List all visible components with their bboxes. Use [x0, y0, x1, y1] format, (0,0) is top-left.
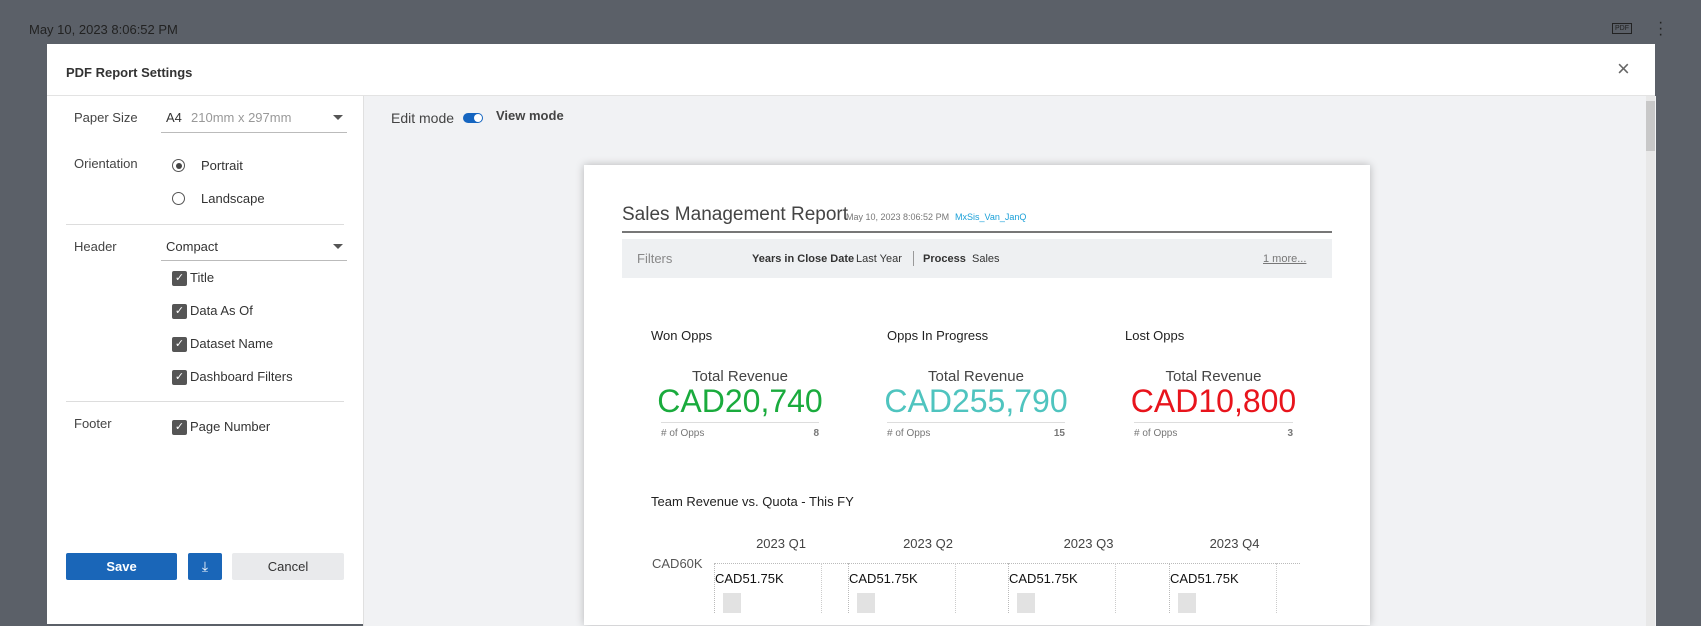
setting-label: Paper Size — [74, 110, 138, 125]
setting-label: Footer — [74, 416, 112, 431]
kpi-title: Lost Opps — [1125, 328, 1185, 343]
checkbox-label: Data As Of — [190, 303, 253, 318]
checkbox-label: Dashboard Filters — [190, 369, 293, 384]
cancel-button[interactable]: Cancel — [232, 553, 344, 580]
kpi-title: Won Opps — [651, 328, 713, 343]
filters-label: Filters — [637, 251, 673, 266]
kpi-count-label: # of Opps — [887, 428, 931, 439]
select-value[interactable]: A4 — [166, 110, 182, 125]
download-button[interactable]: ⤓ — [188, 553, 222, 580]
divider — [66, 401, 344, 402]
kpi-count-label: # of Opps — [661, 428, 705, 439]
select-underline — [161, 260, 347, 261]
kpi-count: 15 — [1053, 428, 1065, 439]
kpi-rule — [661, 422, 819, 423]
kpi-count-label: # of Opps — [1134, 428, 1178, 439]
checkbox[interactable]: ✓ — [172, 420, 187, 435]
chart-title: Team Revenue vs. Quota - This FY — [651, 494, 854, 509]
menu-icon[interactable]: · · · — [1658, 14, 1664, 43]
bar-label: CAD51.75K — [715, 571, 784, 586]
kpi-count: 3 — [1287, 428, 1293, 439]
kpi-title: Opps In Progress — [887, 328, 989, 343]
checkbox-label: Page Number — [190, 419, 271, 434]
select-underline — [161, 132, 347, 133]
column-line — [1115, 563, 1116, 613]
kpi-rule — [1134, 422, 1293, 423]
save-button[interactable]: Save — [66, 553, 177, 580]
report-dataset: MxSis_Van_JanQ — [955, 212, 1027, 222]
axis-label: CAD60K — [652, 556, 703, 571]
column-line — [714, 563, 715, 613]
column-line — [1276, 563, 1277, 613]
divider — [66, 224, 344, 225]
bar-label: CAD51.75K — [849, 571, 918, 586]
more-filters-link[interactable]: 1 more... — [1263, 253, 1307, 265]
kpi-value: CAD20,740 — [657, 383, 823, 419]
quarter-label: 2023 Q3 — [1063, 536, 1114, 551]
column-line — [955, 563, 956, 613]
filter-name: Process — [923, 253, 966, 265]
checkbox[interactable]: ✓ — [172, 304, 187, 319]
filter-value: Sales — [972, 253, 1000, 265]
kpi-rule — [887, 422, 1065, 423]
kpi-metric: Total Revenue — [928, 368, 1024, 385]
radio-label: Portrait — [201, 158, 243, 173]
bar — [723, 593, 741, 613]
screen: May 10, 2023 8:06:52 PM PDF · · · PDF Repo… — [29, 14, 1664, 626]
close-button[interactable]: × — [1617, 56, 1630, 81]
filter-bar — [622, 239, 1332, 278]
checkbox[interactable]: ✓ — [172, 337, 187, 352]
filter-separator — [913, 251, 914, 266]
divider — [47, 95, 1655, 96]
radio-label: Landscape — [201, 191, 265, 206]
kpi-metric: Total Revenue — [692, 368, 788, 385]
report-title: Sales Management Report — [622, 204, 849, 225]
radio[interactable] — [172, 192, 185, 205]
checkbox-label: Dataset Name — [190, 336, 274, 351]
edit-mode-label: Edit mode — [391, 110, 455, 126]
kpi-value: CAD255,790 — [884, 383, 1068, 419]
select-caret[interactable] — [333, 244, 343, 254]
mode-toggle[interactable] — [463, 113, 483, 123]
kpi-value: CAD10,800 — [1130, 383, 1297, 419]
timestamp: May 10, 2023 8:06:52 PM — [29, 22, 178, 37]
column-line — [821, 563, 822, 613]
quarter-label: 2023 Q4 — [1209, 536, 1260, 551]
quarter-label: 2023 Q2 — [903, 536, 953, 551]
setting-label: Header — [74, 239, 117, 254]
column-line — [1169, 563, 1170, 613]
select-value[interactable]: Compact — [166, 239, 219, 254]
grid-line — [714, 563, 1300, 564]
bar-label: CAD51.75K — [1170, 571, 1239, 586]
select-caret[interactable] — [333, 115, 343, 125]
scrollbar[interactable] — [1646, 96, 1655, 626]
radio[interactable] — [172, 159, 185, 172]
kpi-metric: Total Revenue — [1165, 368, 1262, 385]
filter-value: Last Year — [856, 253, 902, 265]
select-detail: 210mm x 297mm — [191, 110, 292, 125]
pdf-icon[interactable]: PDF — [1612, 23, 1632, 34]
bar — [1178, 593, 1196, 613]
view-mode-label: View mode — [496, 108, 564, 123]
quarter-label: 2023 Q1 — [756, 536, 806, 551]
column-line — [848, 563, 849, 613]
bar-label: CAD51.75K — [1009, 571, 1078, 586]
report-date: May 10, 2023 8:06:52 PM — [846, 212, 950, 222]
dialog-title: PDF Report Settings — [66, 65, 193, 80]
checkbox-label: Title — [190, 270, 215, 285]
bar — [1017, 593, 1035, 613]
title-rule — [622, 231, 1332, 233]
column-line — [1008, 563, 1009, 613]
checkbox[interactable]: ✓ — [172, 370, 187, 385]
checkbox[interactable]: ✓ — [172, 271, 187, 286]
filter-name: Years in Close Date — [752, 253, 855, 265]
setting-label: Orientation — [74, 156, 138, 171]
kpi-count: 8 — [813, 428, 819, 439]
bar — [857, 593, 875, 613]
